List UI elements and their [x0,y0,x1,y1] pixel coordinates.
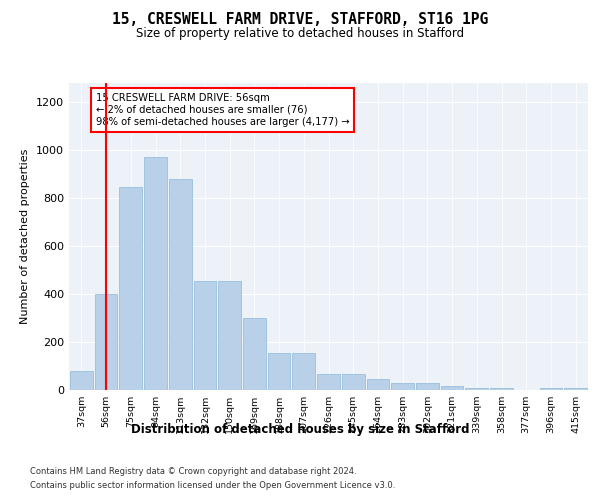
Bar [218,280,241,390]
Bar [243,318,266,390]
Text: Contains HM Land Registry data © Crown copyright and database right 2024.: Contains HM Land Registry data © Crown c… [30,468,356,476]
Text: Size of property relative to detached houses in Stafford: Size of property relative to detached ho… [136,28,464,40]
Bar [169,178,191,390]
Bar [119,187,142,390]
Bar [95,294,118,390]
Text: Distribution of detached houses by size in Stafford: Distribution of detached houses by size … [131,422,469,436]
Text: 15, CRESWELL FARM DRIVE, STAFFORD, ST16 1PG: 15, CRESWELL FARM DRIVE, STAFFORD, ST16 … [112,12,488,28]
Text: Contains public sector information licensed under the Open Government Licence v3: Contains public sector information licen… [30,481,395,490]
Bar [564,388,587,390]
Bar [466,388,488,390]
Y-axis label: Number of detached properties: Number of detached properties [20,148,31,324]
Bar [441,386,463,390]
Bar [317,374,340,390]
Bar [367,379,389,390]
Bar [70,371,93,390]
Bar [391,383,414,390]
Bar [416,383,439,390]
Bar [144,157,167,390]
Bar [268,353,290,390]
Bar [194,280,216,390]
Bar [490,388,513,390]
Text: 15 CRESWELL FARM DRIVE: 56sqm
← 2% of detached houses are smaller (76)
98% of se: 15 CRESWELL FARM DRIVE: 56sqm ← 2% of de… [95,94,349,126]
Bar [539,388,562,390]
Bar [292,353,315,390]
Bar [342,374,365,390]
